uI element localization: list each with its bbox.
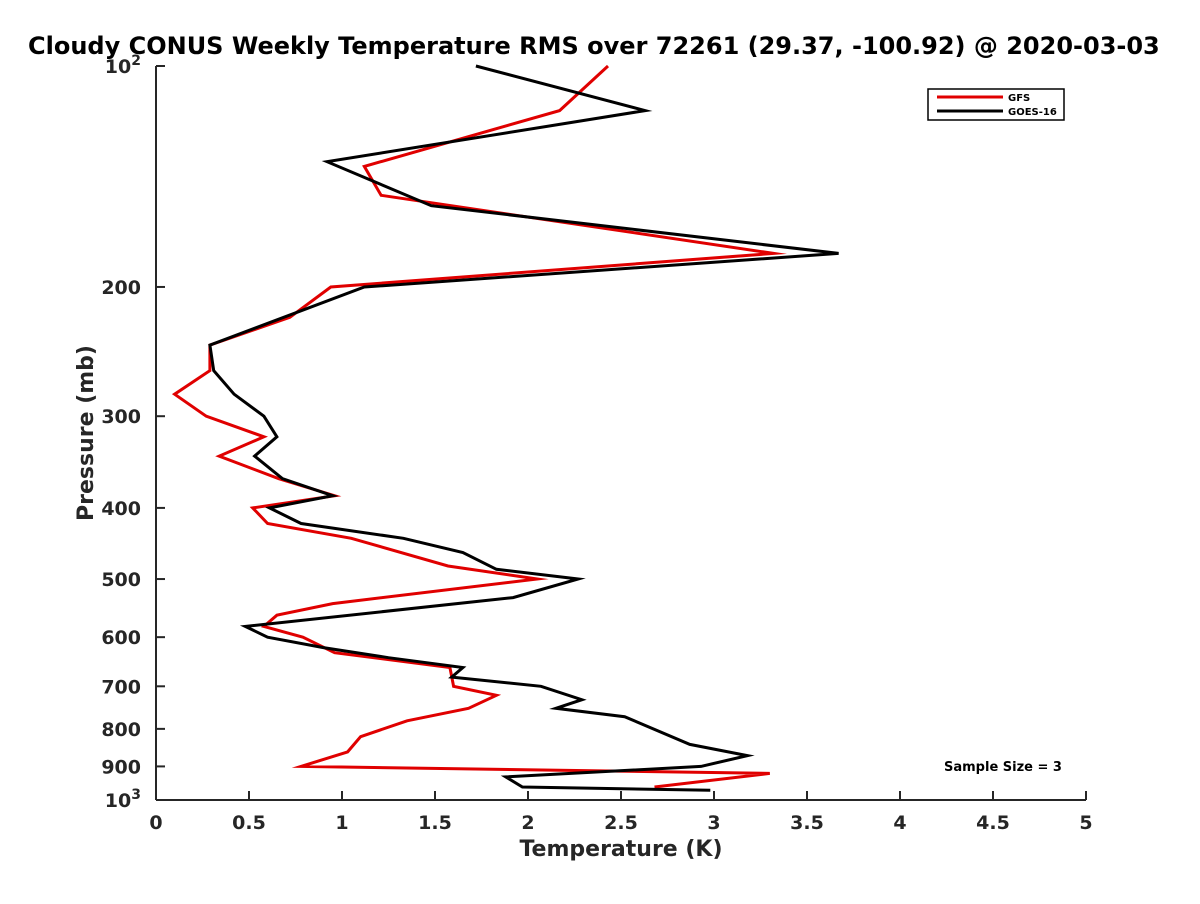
- x-tick-label: 1.5: [418, 812, 452, 834]
- y-tick-label: 700: [101, 676, 141, 698]
- x-tick-label: 2.5: [604, 812, 638, 834]
- y-tick-label-base: 10: [105, 790, 131, 812]
- x-tick-label: 3: [707, 812, 720, 834]
- y-tick-label: 103: [105, 787, 141, 812]
- y-tick-label-base: 700: [101, 676, 141, 698]
- x-tick-label: 0: [149, 812, 162, 834]
- y-tick-label-base: 300: [101, 406, 141, 428]
- x-tick-label: 1: [335, 812, 348, 834]
- y-axis-label: Pressure (mb): [74, 345, 99, 521]
- y-tick-label-base: 500: [101, 569, 141, 591]
- series-line-gfs: [171, 64, 787, 789]
- series-line-goes-16: [208, 64, 839, 792]
- legend-entries: GFS GOES-16: [937, 93, 1057, 118]
- legend-box: [927, 88, 1065, 121]
- x-tick-label: 5: [1079, 812, 1092, 834]
- x-tick-label: 4.5: [976, 812, 1010, 834]
- y-tick-label-exponent: 2: [131, 53, 141, 69]
- series-lines: [171, 64, 839, 792]
- legend: GFS GOES-16: [927, 88, 1065, 121]
- y-tick-label-base: 800: [101, 719, 141, 741]
- y-tick-label-base: 200: [101, 277, 141, 299]
- chart-title: Cloudy CONUS Weekly Temperature RMS over…: [28, 32, 1160, 60]
- x-tick-label: 0.5: [232, 812, 266, 834]
- y-tick-label: 102: [105, 53, 141, 78]
- legend-label-goes-16: GOES-16: [1008, 107, 1057, 118]
- y-tick-label: 800: [101, 719, 141, 741]
- y-tick-label: 600: [101, 627, 141, 649]
- y-tick-label: 200: [101, 277, 141, 299]
- x-tick-label: 3.5: [790, 812, 824, 834]
- y-tick-label-base: 10: [105, 56, 131, 78]
- x-tick-label: 2: [521, 812, 534, 834]
- y-tick-label: 500: [101, 569, 141, 591]
- y-tick-label-base: 900: [101, 756, 141, 778]
- x-ticks: 0 0.5 1 1.5 2 2.5 3 3.5 4 4.5 5: [149, 791, 1093, 834]
- x-tick-label: 4: [893, 812, 906, 834]
- y-tick-label-exponent: 3: [131, 787, 141, 803]
- y-tick-label: 300: [101, 406, 141, 428]
- legend-label-gfs: GFS: [1008, 93, 1030, 104]
- y-tick-label: 400: [101, 498, 141, 520]
- y-tick-label: 900: [101, 756, 141, 778]
- y-tick-label-base: 600: [101, 627, 141, 649]
- y-tick-label-base: 400: [101, 498, 141, 520]
- sample-size-annotation: Sample Size = 3: [944, 760, 1062, 775]
- x-axis-label: Temperature (K): [519, 837, 722, 862]
